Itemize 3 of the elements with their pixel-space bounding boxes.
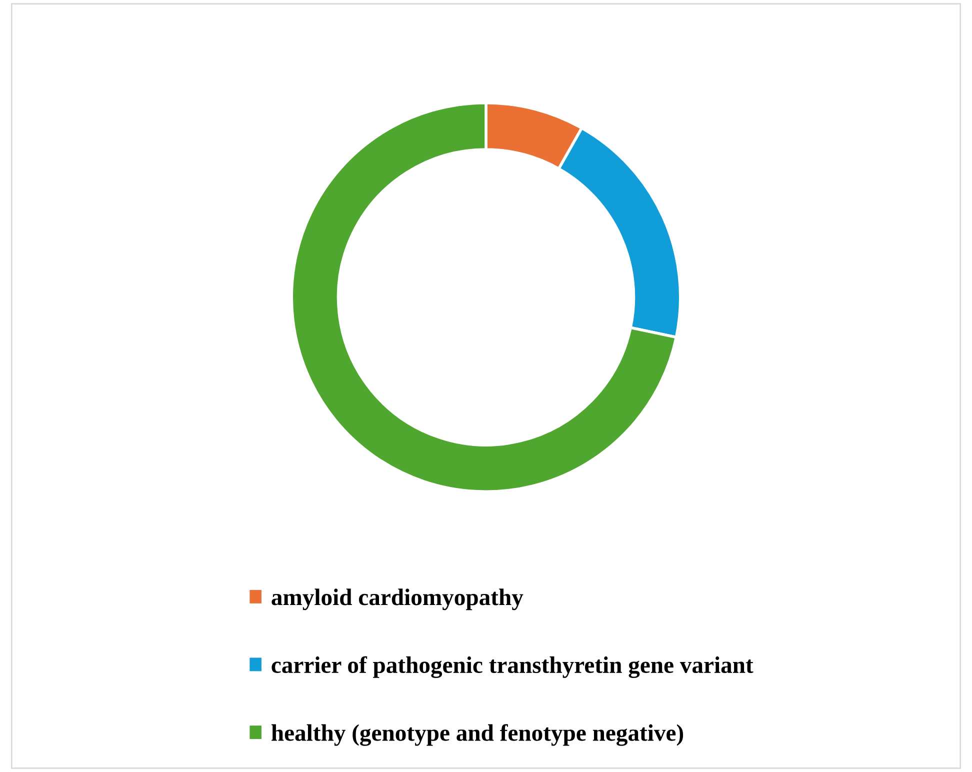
legend-label: healthy (genotype and fenotype negative) (272, 724, 684, 746)
legend-label: amyloid cardiomyopathy (272, 588, 524, 610)
legend-label: carrier of pathogenic transthyretin gene variant (272, 656, 754, 678)
